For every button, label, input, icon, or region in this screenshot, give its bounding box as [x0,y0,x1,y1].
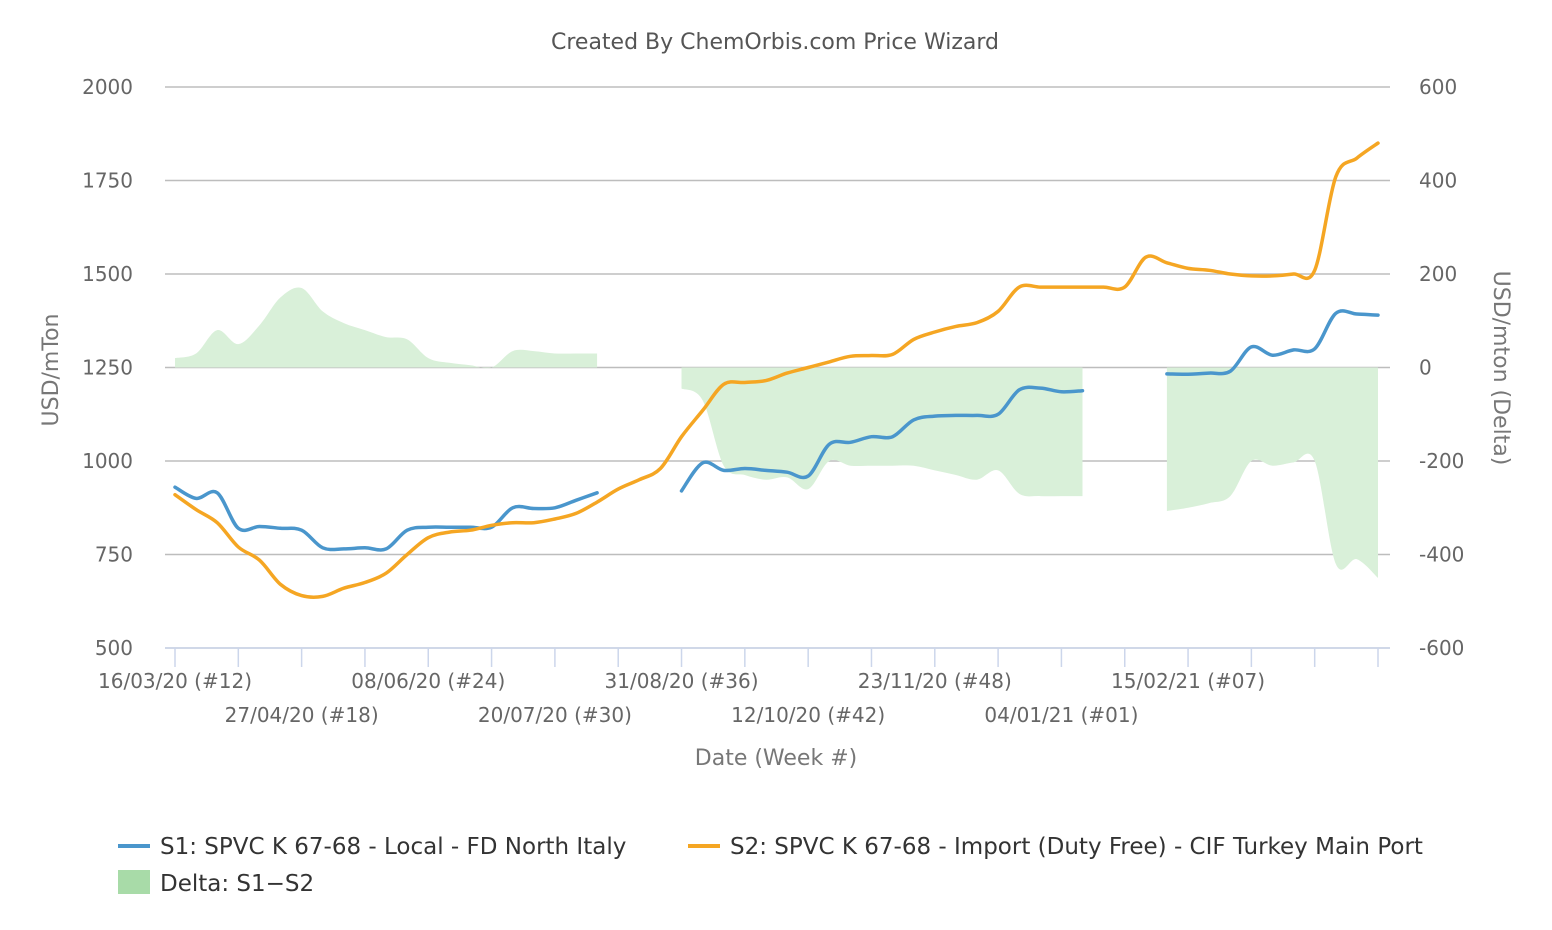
y-axis-left-label: USD/mTon [39,314,64,427]
x-axis-label: Date (Week #) [695,746,857,771]
series-line-s1 [679,385,1085,493]
x-tick-label: 15/02/21 (#07) [1111,669,1265,693]
y-tick-right: -200 [1419,449,1464,473]
y-tick-right: 200 [1419,262,1457,286]
y-axis-right-label: USD/mton (Delta) [1488,271,1513,466]
y-tick-right: 600 [1419,75,1457,99]
y-tick-right: 400 [1419,169,1457,193]
x-tick-label: 31/08/20 (#36) [605,669,759,693]
x-tick-label: 23/11/20 (#48) [858,669,1012,693]
x-tick-label: 16/03/20 (#12) [98,669,252,693]
legend-label-s2[interactable]: S2: SPVC K 67-68 - Import (Duty Free) - … [730,834,1423,860]
x-tick-label: 04/01/21 (#01) [984,703,1138,727]
y-tick-left: 1250 [82,356,133,380]
x-tick-label: 27/04/20 (#18) [225,703,379,727]
x-tick-label: 12/10/20 (#42) [731,703,885,727]
y-axis-left: 2000 1750 1500 1250 1000 750 500 [82,75,133,660]
chart-title: Created By ChemOrbis.com Price Wizard [551,30,999,55]
series-line-s1 [1165,309,1380,376]
x-tick-label: 20/07/20 (#30) [478,703,632,727]
x-axis: 16/03/20 (#12) 08/06/20 (#24) 31/08/20 (#3… [98,647,1390,727]
y-tick-right: -600 [1419,636,1464,660]
y-tick-left: 1000 [82,449,133,473]
legend-swatch-delta [118,870,150,894]
delta-area [175,287,1378,578]
delta-area-segment [681,367,1083,497]
y-tick-right: 0 [1419,356,1432,380]
y-tick-left: 750 [95,543,133,567]
y-tick-right: -400 [1419,543,1464,567]
x-tick-label: 08/06/20 (#24) [351,669,505,693]
y-tick-left: 500 [95,636,133,660]
series-line-s1 [173,485,599,552]
legend: S1: SPVC K 67-68 - Local - FD North Ital… [118,834,1423,897]
delta-area-segment [1166,367,1378,578]
y-tick-left: 2000 [82,75,133,99]
legend-label-delta[interactable]: Delta: S1−S2 [160,871,314,897]
y-tick-left: 1750 [82,169,133,193]
legend-label-s1[interactable]: S1: SPVC K 67-68 - Local - FD North Ital… [160,834,626,860]
y-tick-left: 1500 [82,262,133,286]
series-lines [173,141,1380,599]
series-line-s2 [173,141,1380,599]
delta-area-segment [175,287,598,369]
y-axis-right: 600 400 200 0 -200 -400 -600 [1419,75,1464,660]
